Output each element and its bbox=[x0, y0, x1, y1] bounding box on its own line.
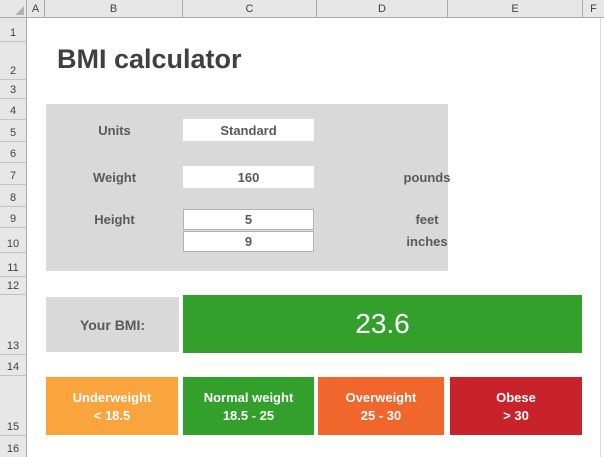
category-normal-weight: Normal weight 18.5 - 25 bbox=[183, 377, 314, 435]
row-header-15[interactable]: 15 bbox=[0, 376, 27, 436]
units-input[interactable]: Standard bbox=[183, 119, 314, 141]
row-header-3[interactable]: 3 bbox=[0, 80, 27, 99]
column-header-b[interactable]: B bbox=[45, 0, 183, 18]
bmi-result-value: 23.6 bbox=[183, 295, 582, 353]
category-name: Overweight bbox=[345, 389, 417, 405]
bmi-result-label: Your BMI: bbox=[46, 297, 179, 352]
category-range: 18.5 - 25 bbox=[222, 407, 275, 423]
select-all-icon bbox=[15, 6, 24, 15]
sheet-title: BMI calculator bbox=[57, 44, 242, 74]
row-header-6[interactable]: 6 bbox=[0, 142, 27, 163]
category-range: > 30 bbox=[503, 407, 529, 423]
height-label: Height bbox=[94, 212, 135, 227]
row-header-14[interactable]: 14 bbox=[0, 355, 27, 376]
row-header-13[interactable]: 13 bbox=[0, 295, 27, 355]
category-obese: Obese > 30 bbox=[450, 377, 582, 435]
row-header-7[interactable]: 7 bbox=[0, 163, 27, 185]
column-header-f[interactable]: F bbox=[583, 0, 604, 18]
column-header-c[interactable]: C bbox=[183, 0, 317, 18]
height-inches-input[interactable]: 9 bbox=[183, 231, 314, 252]
select-all-button[interactable] bbox=[0, 0, 27, 18]
gridline-column-f bbox=[600, 18, 601, 457]
category-overweight: Overweight 25 - 30 bbox=[318, 377, 444, 435]
weight-label: Weight bbox=[92, 169, 137, 185]
row-header-1[interactable]: 1 bbox=[0, 18, 27, 42]
category-name: Normal weight bbox=[203, 389, 294, 405]
row-header-9[interactable]: 9 bbox=[0, 207, 27, 228]
row-header-16[interactable]: 16 bbox=[0, 436, 27, 457]
feet-label: feet bbox=[415, 212, 439, 227]
pounds-label: pounds bbox=[403, 169, 451, 185]
inches-label: inches bbox=[406, 234, 448, 249]
column-header-a[interactable]: A bbox=[27, 0, 45, 18]
units-label: Units bbox=[98, 122, 131, 138]
row-header-10[interactable]: 10 bbox=[0, 228, 27, 253]
row-header-12[interactable]: 12 bbox=[0, 277, 27, 295]
row-header-2[interactable]: 2 bbox=[0, 42, 27, 80]
height-feet-input[interactable]: 5 bbox=[183, 209, 314, 230]
row-header-11[interactable]: 11 bbox=[0, 253, 27, 277]
category-range: < 18.5 bbox=[93, 407, 131, 423]
category-range: 25 - 30 bbox=[360, 407, 402, 423]
category-name: Underweight bbox=[72, 389, 152, 405]
row-header-8[interactable]: 8 bbox=[0, 185, 27, 207]
row-header-5[interactable]: 5 bbox=[0, 120, 27, 142]
row-header-4[interactable]: 4 bbox=[0, 99, 27, 120]
column-header-d[interactable]: D bbox=[317, 0, 448, 18]
category-underweight: Underweight < 18.5 bbox=[46, 377, 178, 435]
category-name: Obese bbox=[496, 389, 536, 405]
weight-input[interactable]: 160 bbox=[183, 166, 314, 188]
column-header-e[interactable]: E bbox=[448, 0, 583, 18]
